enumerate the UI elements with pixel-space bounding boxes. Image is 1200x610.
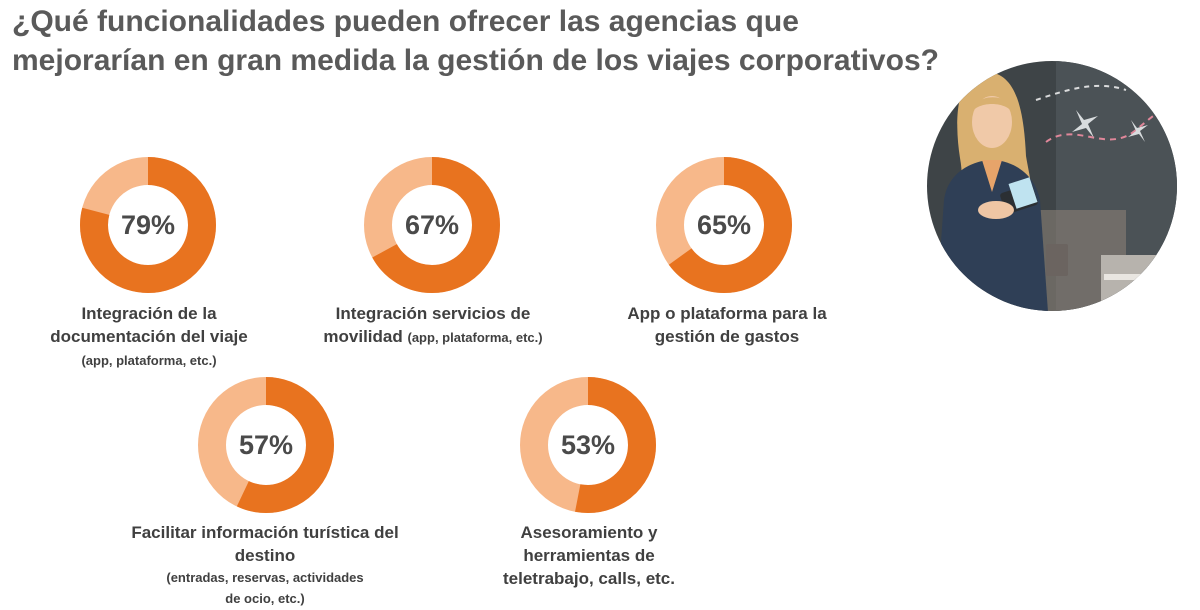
donut-2-value-arc [364,157,500,293]
donut-4-label: Facilitar información turística del dest… [100,521,430,609]
donut-chart-1: 79% [78,155,218,295]
donut-4-label-main: Facilitar información turística del dest… [131,523,399,565]
donut-1-svg [80,157,216,293]
donut-2-label-note: (app, plataforma, etc.) [407,330,543,345]
airplane-icon [1072,110,1098,138]
donut-1-label: Integración de la documentación del viaj… [43,302,255,372]
donut-1-label-main: Integración de la documentación del viaj… [50,304,248,346]
donut-2-label: Integración servicios de movilidad (app,… [298,302,568,349]
donut-chart-5: 53% [518,375,658,515]
donut-2-percentage: 67% [404,209,460,240]
donut-1-value-arc [80,157,216,293]
donut-4-value-arc [198,377,334,513]
donut-2-svg [364,157,500,293]
donut-4-svg [198,377,334,513]
donut-4-percentage: 57% [238,429,294,460]
donut-chart-4: 57% [196,375,336,515]
donut-1-percentage: 79% [120,209,176,240]
airplane-icon-2 [1128,120,1148,142]
donut-1-label-note: (app, plataforma, etc.) [81,353,217,368]
donut-3-label-main: App o plataforma para la gestión de gast… [627,304,827,346]
donut-3-label: App o plataforma para la gestión de gast… [612,302,842,348]
donut-5-percentage: 53% [560,429,616,460]
boarding-pass [1008,177,1038,209]
business-traveler-photo [926,60,1178,312]
donut-3-svg [656,157,792,293]
page-title: ¿Qué funcionalidades pueden ofrecer las … [12,5,939,77]
donut-5-svg [520,377,656,513]
donut-5-label: Asesoramiento y herramientas de teletrab… [478,521,700,590]
donut-2-label-main: Integración servicios de movilidad [323,304,531,346]
donut-3-percentage: 65% [696,209,752,240]
donut-3-value-arc [656,157,792,293]
business-traveler-illustration [927,61,1177,311]
donut-5-label-main: Asesoramiento y herramientas de teletrab… [503,523,675,588]
donut-4-label-note: (entradas, reservas, actividades de ocio… [166,570,364,606]
donut-chart-3: 65% [654,155,794,295]
donut-chart-2: 67% [362,155,502,295]
donut-5-value-arc [520,377,656,513]
